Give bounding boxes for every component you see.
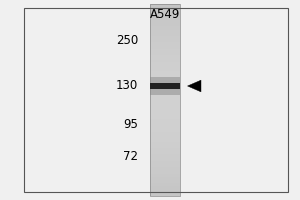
Bar [150, 4, 180, 7]
Bar [150, 158, 180, 161]
Bar [150, 177, 180, 180]
Bar [150, 126, 180, 129]
Text: 250: 250 [116, 33, 138, 46]
Bar [150, 94, 180, 97]
Bar [150, 113, 180, 116]
Polygon shape [188, 80, 201, 92]
Bar [150, 100, 180, 103]
Bar [150, 145, 180, 148]
Bar [150, 186, 180, 190]
Bar [150, 55, 180, 58]
Bar [150, 26, 180, 30]
Bar [150, 77, 180, 95]
Bar [150, 190, 180, 193]
Bar [150, 46, 180, 49]
Bar [150, 65, 180, 68]
Bar [150, 42, 180, 46]
Bar [150, 167, 180, 170]
Bar [150, 154, 180, 158]
Bar [150, 193, 180, 196]
Bar [150, 180, 180, 183]
Bar [150, 164, 180, 167]
Bar [150, 49, 180, 52]
Bar [150, 135, 180, 138]
Bar [150, 78, 180, 81]
Bar [150, 170, 180, 174]
Bar [150, 39, 180, 42]
Bar [150, 23, 180, 26]
Bar [150, 17, 180, 20]
Bar [150, 83, 180, 89]
Bar [150, 122, 180, 126]
Bar [150, 129, 180, 132]
Bar [150, 97, 180, 100]
Bar [150, 116, 180, 119]
Bar [150, 10, 180, 14]
Text: 130: 130 [116, 79, 138, 92]
Bar [150, 58, 180, 62]
Bar [150, 52, 180, 55]
Bar [150, 103, 180, 106]
Bar [150, 62, 180, 65]
Bar [150, 151, 180, 154]
Text: 95: 95 [123, 117, 138, 130]
Bar [150, 84, 180, 87]
Bar [150, 7, 180, 10]
Bar [150, 183, 180, 186]
Bar [150, 90, 180, 94]
Bar [150, 132, 180, 135]
Bar [150, 14, 180, 17]
Bar [150, 36, 180, 39]
Bar [150, 74, 180, 78]
Text: A549: A549 [150, 7, 180, 21]
Bar [150, 30, 180, 33]
Bar [150, 33, 180, 36]
Bar [150, 87, 180, 90]
Bar [150, 81, 180, 84]
Bar [150, 119, 180, 122]
Bar [150, 68, 180, 71]
Bar [150, 71, 180, 74]
Bar [150, 138, 180, 142]
Bar [150, 20, 180, 23]
Bar [150, 161, 180, 164]
Bar [150, 106, 180, 110]
Bar [150, 174, 180, 177]
Bar [150, 142, 180, 145]
Bar [150, 110, 180, 113]
Bar [150, 148, 180, 151]
Bar [24, 8, 288, 192]
Bar [150, 4, 180, 196]
Text: 72: 72 [123, 150, 138, 162]
